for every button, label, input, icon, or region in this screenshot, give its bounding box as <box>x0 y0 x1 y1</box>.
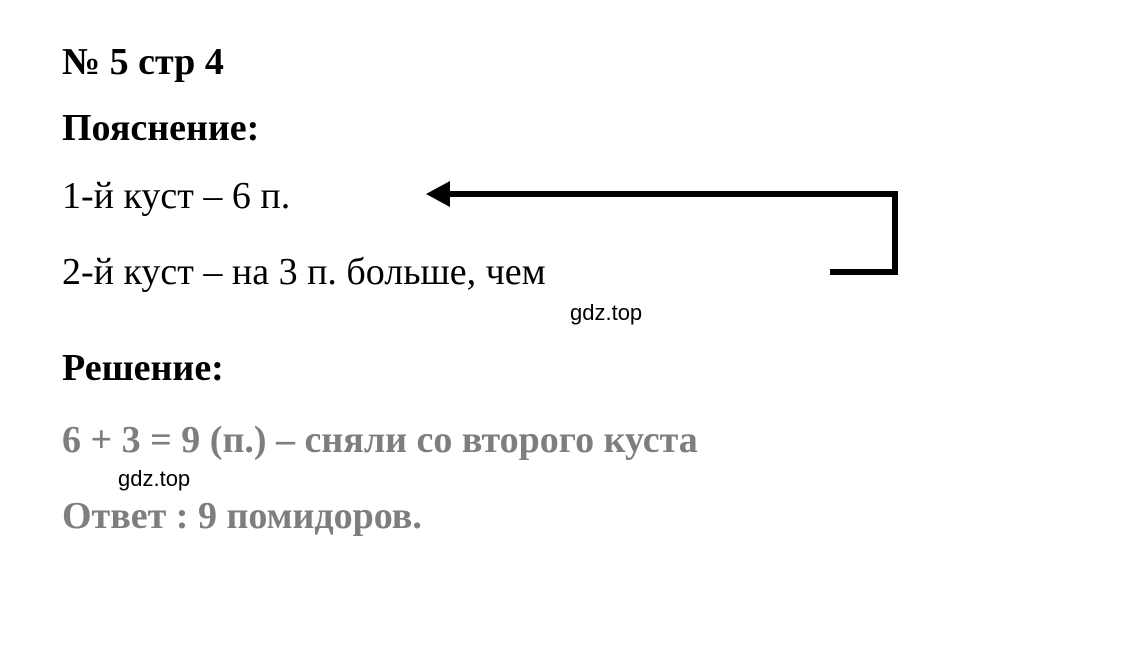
answer-line: Ответ : 9 помидоров. <box>62 494 422 538</box>
equation-bold: 6 + 3 = 9 (п.) <box>62 419 267 461</box>
page: № 5 стр 4 Пояснение: 1-й куст – 6 п. 2-й… <box>0 0 1145 648</box>
solution-label: Решение: <box>62 346 224 390</box>
answer-value: 9 помидоров. <box>198 495 422 537</box>
watermark-1: gdz.top <box>570 300 642 326</box>
equation-rest: – сняли со второго куста <box>267 419 698 461</box>
watermark-2: gdz.top <box>118 466 190 492</box>
solution-equation: 6 + 3 = 9 (п.) – сняли со второго куста <box>62 418 698 462</box>
answer-label: Ответ : <box>62 495 198 537</box>
